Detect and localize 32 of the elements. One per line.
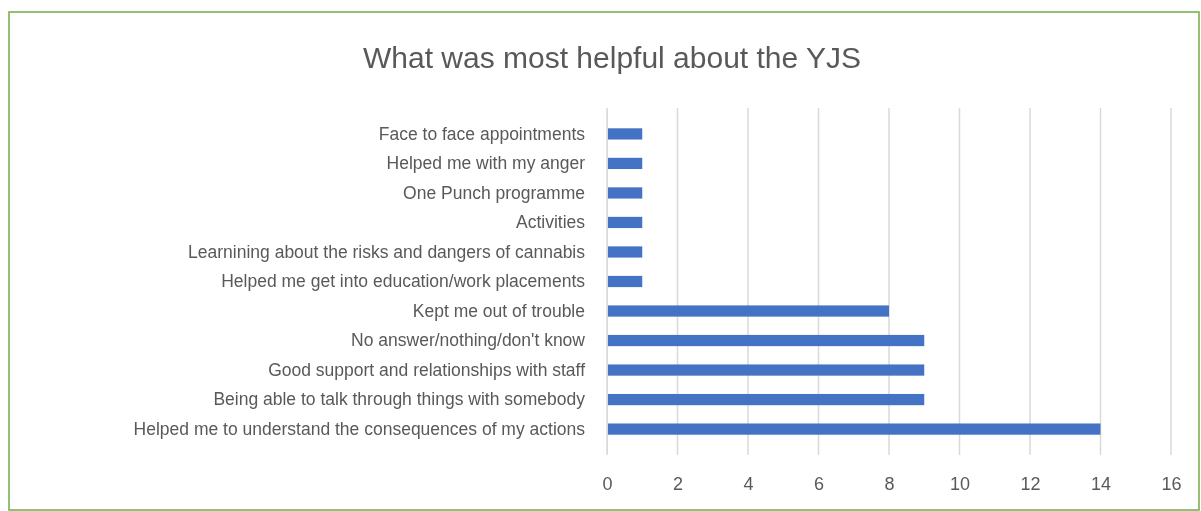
- y-tick-label: Helped me with my anger: [386, 153, 586, 174]
- bar: [607, 393, 925, 406]
- y-tick-label: Face to face appointments: [378, 123, 586, 144]
- x-tick-label: 12: [1020, 473, 1041, 494]
- bar: [607, 246, 643, 258]
- x-tick-label: 2: [672, 473, 684, 494]
- bar: [607, 157, 643, 170]
- x-tick-label: 6: [813, 473, 825, 494]
- y-tick-label: Good support and relationships with staff: [268, 359, 586, 380]
- chart-title: What was most helpful about the YJS: [362, 41, 862, 74]
- y-tick-label: Activities: [515, 212, 586, 233]
- y-tick-label: Being able to talk through things with somebody: [213, 389, 586, 410]
- y-tick-label: Helped me to understand the consequences of my actions: [133, 418, 586, 439]
- bar: [607, 187, 643, 199]
- x-tick-label: 0: [602, 473, 613, 494]
- bar: [607, 275, 643, 288]
- bar: [607, 334, 925, 347]
- y-tick-label: Helped me get into education/work placements: [221, 271, 586, 292]
- x-tick-label: 10: [949, 473, 971, 494]
- x-tick-label: 16: [1161, 473, 1182, 494]
- x-tick-label: 4: [743, 473, 754, 494]
- y-tick-label: No answer/nothing/don't know: [351, 330, 586, 351]
- bar: [607, 423, 1101, 435]
- x-tick-label: 8: [884, 473, 895, 494]
- x-tick-label: 14: [1090, 473, 1112, 494]
- y-tick-label: One Punch programme: [403, 182, 585, 203]
- y-tick-label: Kept me out of trouble: [412, 300, 585, 321]
- y-tick-label: Learnining about the risks and dangers of cannabis: [188, 241, 586, 262]
- bar: [607, 128, 643, 140]
- bar: [607, 305, 889, 317]
- bar: [607, 364, 925, 376]
- bar: [607, 216, 643, 229]
